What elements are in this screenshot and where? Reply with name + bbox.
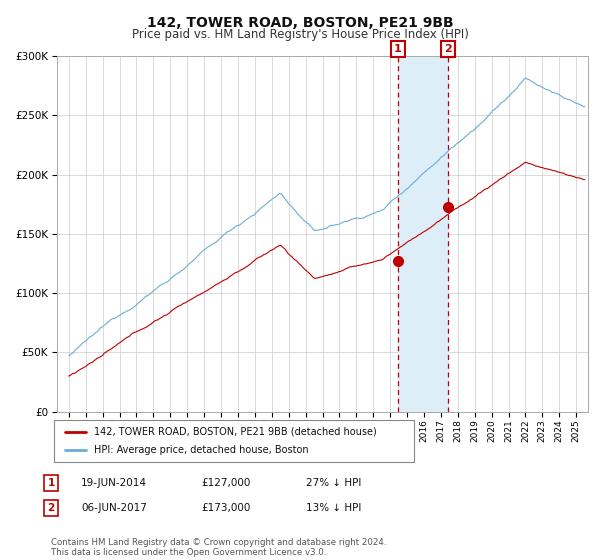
Text: 142, TOWER ROAD, BOSTON, PE21 9BB (detached house): 142, TOWER ROAD, BOSTON, PE21 9BB (detac… (94, 427, 376, 437)
Text: 27% ↓ HPI: 27% ↓ HPI (306, 478, 361, 488)
Text: 2: 2 (47, 503, 55, 513)
Text: £173,000: £173,000 (201, 503, 250, 513)
Text: Contains HM Land Registry data © Crown copyright and database right 2024.
This d: Contains HM Land Registry data © Crown c… (51, 538, 386, 557)
Bar (398, 56, 448, 412)
Text: 1: 1 (394, 44, 402, 54)
Text: HPI: Average price, detached house, Boston: HPI: Average price, detached house, Bost… (94, 445, 308, 455)
Text: 2: 2 (444, 44, 452, 54)
Text: £127,000: £127,000 (201, 478, 250, 488)
Text: 06-JUN-2017: 06-JUN-2017 (81, 503, 147, 513)
Text: Price paid vs. HM Land Registry's House Price Index (HPI): Price paid vs. HM Land Registry's House … (131, 28, 469, 41)
Text: 1: 1 (47, 478, 55, 488)
Text: 13% ↓ HPI: 13% ↓ HPI (306, 503, 361, 513)
Text: 19-JUN-2014: 19-JUN-2014 (81, 478, 147, 488)
Text: 142, TOWER ROAD, BOSTON, PE21 9BB: 142, TOWER ROAD, BOSTON, PE21 9BB (146, 16, 454, 30)
